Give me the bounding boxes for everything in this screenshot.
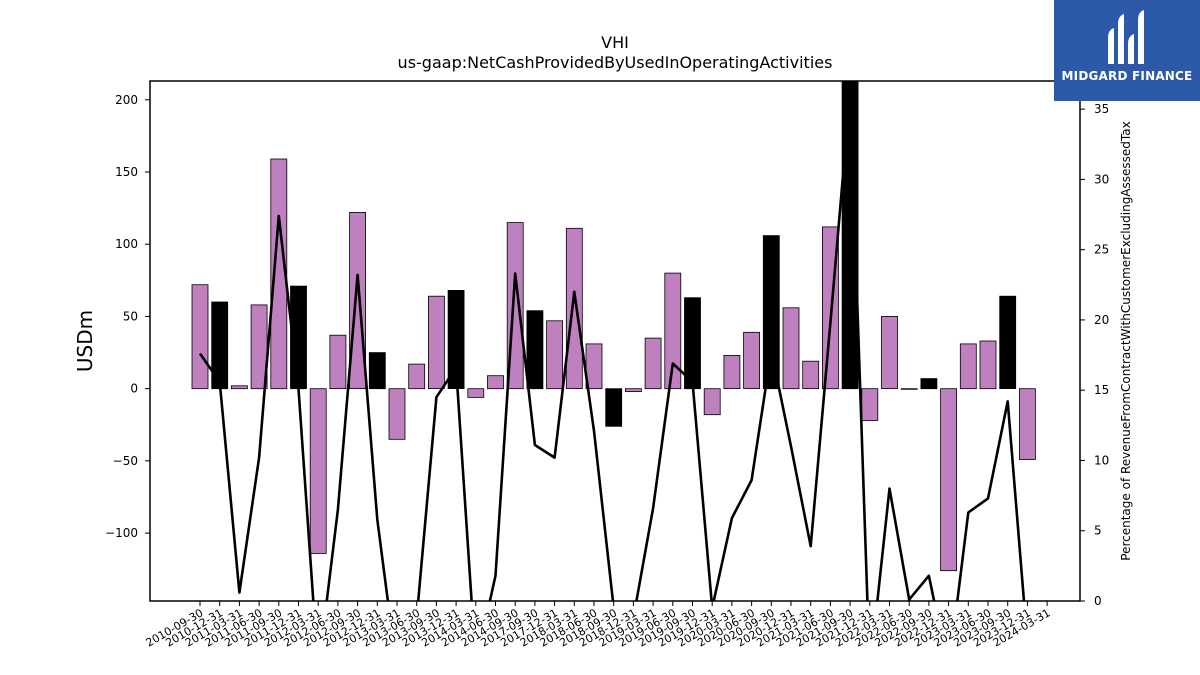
bar xyxy=(230,385,248,390)
y-tick-label: 200 xyxy=(115,93,138,107)
bar xyxy=(920,378,938,390)
bar xyxy=(979,340,997,390)
bar xyxy=(900,388,918,390)
bar xyxy=(526,310,544,390)
bar xyxy=(408,363,426,390)
plot-frame xyxy=(149,80,1081,602)
y-tick-label: −50 xyxy=(113,454,138,468)
bar xyxy=(625,388,642,393)
bar xyxy=(447,289,465,389)
y2-tick-label: 20 xyxy=(1094,313,1109,327)
bar xyxy=(644,337,662,390)
y2-tick-label: 5 xyxy=(1094,524,1102,538)
bar xyxy=(1019,388,1036,460)
bar xyxy=(605,388,623,427)
bar xyxy=(999,295,1017,390)
y2-tick-label: 35 xyxy=(1094,102,1109,116)
bar xyxy=(959,343,977,390)
chart-subtitle: us-gaap:NetCashProvidedByUsedInOperating… xyxy=(398,53,833,72)
bar xyxy=(191,284,209,390)
bar xyxy=(585,343,603,390)
brand-logo: MIDGARD FINANCE xyxy=(1054,0,1200,101)
bar xyxy=(940,388,957,572)
y-tick-label: 100 xyxy=(115,237,138,251)
y2-tick-label: 0 xyxy=(1094,594,1102,608)
y2-tick-label: 25 xyxy=(1094,243,1109,257)
logo-text: MIDGARD FINANCE xyxy=(1061,69,1193,83)
y-tick-label: 0 xyxy=(130,382,138,396)
series-line xyxy=(198,90,1026,601)
y-tick-label: 50 xyxy=(123,309,138,323)
bar xyxy=(762,235,780,390)
bar xyxy=(881,315,898,389)
bar-group xyxy=(191,80,1036,572)
chart-title: VHI xyxy=(601,33,629,52)
bar xyxy=(743,331,760,389)
bar xyxy=(368,352,386,390)
bar xyxy=(487,375,504,390)
bar xyxy=(270,158,288,390)
y2-tick-label: 30 xyxy=(1094,172,1109,186)
line-group xyxy=(198,90,1026,601)
bar xyxy=(861,388,879,421)
x-axis: 2010-09-302010-12-312011-03-312011-06-30… xyxy=(144,601,1053,650)
y-tick-label: 150 xyxy=(115,165,138,179)
bar xyxy=(723,354,741,389)
y-axis-left: −100 −50 0 50 100 150 200 xyxy=(105,93,150,540)
bar xyxy=(546,320,563,390)
y-axis-label: USDm xyxy=(73,310,97,372)
bar xyxy=(664,272,682,390)
y-axis-right: 0 5 10 15 20 25 30 35 xyxy=(1080,102,1109,608)
bar xyxy=(782,307,800,390)
y2-tick-label: 15 xyxy=(1094,383,1109,397)
bar xyxy=(309,388,327,554)
y2-axis-label: Percentage of RevenueFromContractWithCus… xyxy=(1119,121,1133,560)
bar xyxy=(329,334,347,390)
bar xyxy=(565,227,583,390)
bar xyxy=(802,360,820,390)
bar xyxy=(388,388,406,440)
bar xyxy=(467,388,485,398)
y2-tick-label: 10 xyxy=(1094,453,1109,467)
bar xyxy=(427,295,445,390)
midgard-logo-icon xyxy=(1108,10,1144,64)
bar xyxy=(349,211,367,389)
bar xyxy=(703,388,721,416)
y-tick-label: −100 xyxy=(105,526,138,540)
